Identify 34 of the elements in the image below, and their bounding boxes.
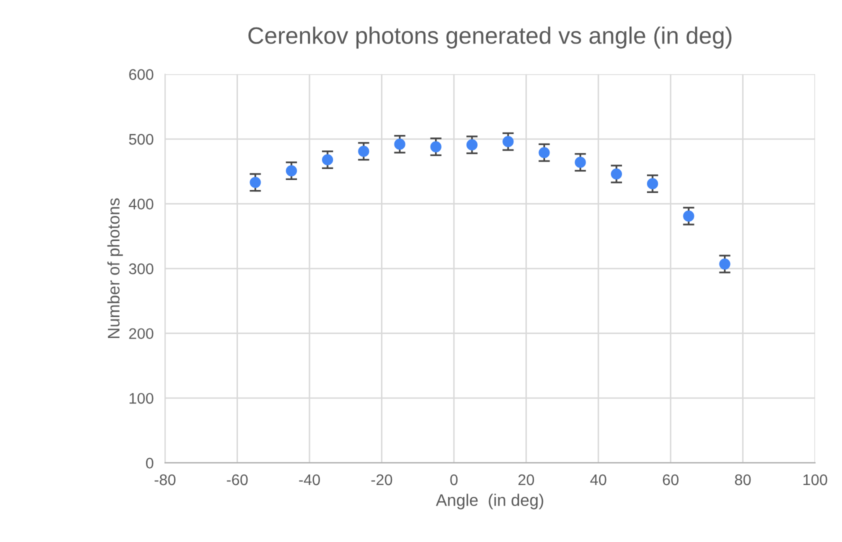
x-tick-label: 40 — [590, 474, 606, 486]
point — [322, 154, 334, 166]
x-tick-label: 60 — [662, 474, 679, 486]
y-tick-label: 500 — [129, 134, 154, 145]
y-tick-label: 400 — [128, 198, 154, 210]
x-axis-title: Angle (in deg) — [436, 494, 544, 510]
y-axis-title: Number of photons — [107, 198, 123, 338]
point — [502, 136, 514, 148]
x-tick-label: 100 — [803, 474, 828, 486]
y-tick-label: 100 — [130, 392, 154, 404]
point — [286, 165, 297, 176]
point — [610, 168, 622, 180]
point — [466, 139, 478, 150]
point — [538, 147, 550, 158]
point — [646, 178, 658, 190]
x-tick-label: -40 — [299, 474, 320, 486]
point — [683, 210, 694, 222]
y-tick-label: 200 — [129, 328, 154, 340]
point — [394, 138, 406, 150]
y-tick-label: 0 — [146, 458, 154, 469]
x-tick-label: -60 — [226, 474, 248, 486]
point — [250, 176, 261, 188]
x-tick-label: -80 — [154, 474, 176, 486]
point — [719, 258, 730, 270]
y-tick-label: 300 — [129, 263, 154, 274]
point — [430, 141, 442, 152]
chart-title: Cerenkov photons generated vs angle (in deg) — [248, 26, 732, 49]
point — [358, 146, 370, 157]
x-tick-label: -20 — [371, 474, 392, 486]
y-tick-label: 600 — [129, 69, 154, 80]
x-tick-label: 0 — [450, 474, 458, 486]
point — [574, 156, 586, 168]
x-tick-label: 80 — [735, 474, 751, 486]
x-tick-label: 20 — [518, 474, 534, 486]
